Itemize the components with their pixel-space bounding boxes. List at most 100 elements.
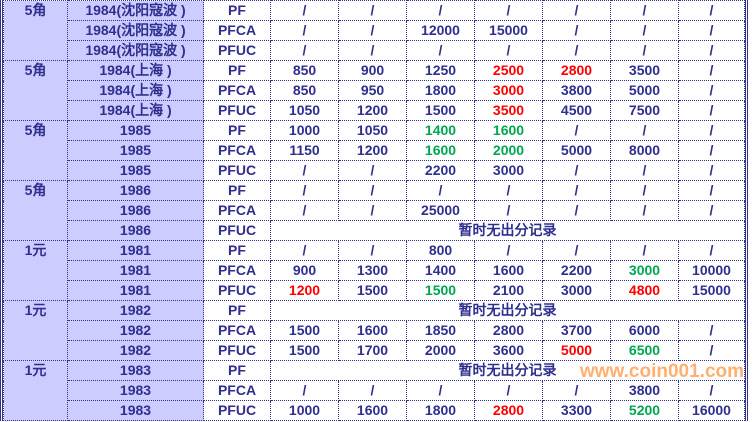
table-row: 1986 PFUC 暂时无出分记录 xyxy=(4,220,745,241)
price-cell: 2500 xyxy=(474,60,543,81)
grade-cell: PFCA xyxy=(203,260,271,281)
price-cell: 2200 xyxy=(542,260,611,281)
price-cell: 12000 xyxy=(406,20,475,41)
grade-cell: PF xyxy=(203,0,271,21)
price-cell: 1600 xyxy=(338,320,407,341)
price-cell: 2200 xyxy=(406,160,475,181)
year-cell: 1982 xyxy=(67,340,204,361)
price-cell: 5000 xyxy=(610,80,679,101)
year-cell: 1985 xyxy=(67,160,204,181)
price-cell: 1200 xyxy=(338,140,407,161)
price-cell: / xyxy=(338,40,407,61)
price-cell: / xyxy=(270,20,339,41)
price-cell: 1600 xyxy=(474,260,543,281)
price-cell: 3800 xyxy=(610,380,679,401)
price-cell: 6000 xyxy=(610,320,679,341)
grade-cell: PFUC xyxy=(203,340,271,361)
price-cell: 1500 xyxy=(270,320,339,341)
price-cell: 1500 xyxy=(270,340,339,361)
no-record-note: 暂时无出分记录 xyxy=(270,300,745,321)
price-cell: / xyxy=(338,160,407,181)
price-cell: 1250 xyxy=(406,60,475,81)
price-cell: / xyxy=(542,20,611,41)
grade-cell: PF xyxy=(203,240,271,261)
price-cell: / xyxy=(270,160,339,181)
price-cell: / xyxy=(610,120,679,141)
price-cell: / xyxy=(610,20,679,41)
price-cell: / xyxy=(678,100,745,121)
price-cell: / xyxy=(610,200,679,221)
price-cell: / xyxy=(338,180,407,201)
year-cell: 1981 xyxy=(67,260,204,281)
price-cell: 2800 xyxy=(542,60,611,81)
table-row: 1981 PFUC 1200 1500 1500 2100 3000 4800 15000 xyxy=(4,280,745,301)
denomination-cell: 1元 xyxy=(3,360,68,421)
price-cell: / xyxy=(270,200,339,221)
denomination-cell: 5角 xyxy=(3,60,68,121)
price-cell: 1400 xyxy=(406,260,475,281)
price-cell: 1050 xyxy=(338,120,407,141)
grade-cell: PFCA xyxy=(203,20,271,41)
price-cell: 2100 xyxy=(474,280,543,301)
price-cell: / xyxy=(338,380,407,401)
year-cell: 1985 xyxy=(67,140,204,161)
price-cell: 1500 xyxy=(406,280,475,301)
denomination-cell: 1元 xyxy=(3,240,68,301)
year-cell: 1984(沈阳寇波 ) xyxy=(67,40,204,61)
price-cell: / xyxy=(474,200,543,221)
price-cell: 3000 xyxy=(610,260,679,281)
table-row: 1982 PFCA 1500 1600 1850 2800 3700 6000/ xyxy=(4,320,745,341)
year-cell: 1981 xyxy=(67,280,204,301)
year-cell: 1986 xyxy=(67,220,204,241)
table-row: 1984(沈阳寇波 ) PFCA //12000 15000// / xyxy=(4,20,745,41)
price-table: 5角 1984(沈阳寇波 ) PF / / / / / //1984(沈阳寇波 ) PFCA //1… xyxy=(3,0,745,421)
price-cell: 1800 xyxy=(406,400,475,421)
price-cell: / xyxy=(270,380,339,401)
price-cell: / xyxy=(678,140,745,161)
price-cell: / xyxy=(270,180,339,201)
table-row: 1元 1983 PF 暂时无出分记录 xyxy=(3,360,745,421)
grade-cell: PFCA xyxy=(203,380,271,401)
price-cell: 1050 xyxy=(270,100,339,121)
price-cell: / xyxy=(406,40,475,61)
price-cell: 3000 xyxy=(474,160,543,181)
price-cell: 3000 xyxy=(542,280,611,301)
year-cell: 1984(沈阳寇波 ) xyxy=(67,20,204,41)
price-cell: 2000 xyxy=(406,340,475,361)
price-cell: 900 xyxy=(270,260,339,281)
price-cell: / xyxy=(678,0,745,21)
year-cell: 1984(上海 ) xyxy=(67,100,204,121)
price-cell: / xyxy=(678,80,745,101)
grade-cell: PFCA xyxy=(203,320,271,341)
grade-cell: PFUC xyxy=(203,100,271,121)
price-cell: 850 xyxy=(270,80,339,101)
table-row: 1元 1982 PF 暂时无出分记录 xyxy=(3,300,745,361)
price-cell: / xyxy=(542,160,611,181)
price-cell: 1200 xyxy=(270,280,339,301)
price-cell: / xyxy=(474,40,543,61)
table-row: 1985 PFCA 1150 1200 1600 2000 5000 8000/ xyxy=(4,140,745,161)
price-cell: / xyxy=(474,0,543,21)
price-cell: 15000 xyxy=(474,20,543,41)
table-row: 1984(上海 ) PFCA 850 950 1800 3000 3800 5000/ xyxy=(4,80,745,101)
price-cell: / xyxy=(678,40,745,61)
year-cell: 1984(沈阳寇波 ) xyxy=(67,0,204,21)
year-cell: 1985 xyxy=(67,120,204,141)
price-cell: 1200 xyxy=(338,100,407,121)
price-cell: 16000 xyxy=(678,400,745,421)
price-cell: 3500 xyxy=(474,100,543,121)
year-cell: 1984(上海 ) xyxy=(67,60,204,81)
price-cell: 850 xyxy=(270,60,339,81)
price-cell: 1600 xyxy=(474,120,543,141)
price-cell: / xyxy=(542,380,611,401)
price-cell: 1150 xyxy=(270,140,339,161)
price-cell: 15000 xyxy=(678,280,745,301)
price-cell: / xyxy=(338,0,407,21)
price-cell: / xyxy=(474,380,543,401)
table-row: 5角 1986 PF / / / / / / / xyxy=(3,180,745,241)
price-cell: 2000 xyxy=(474,140,543,161)
denomination-cell: 5角 xyxy=(3,120,68,181)
price-cell: / xyxy=(610,40,679,61)
price-cell: / xyxy=(542,120,611,141)
grade-cell: PF xyxy=(203,180,271,201)
